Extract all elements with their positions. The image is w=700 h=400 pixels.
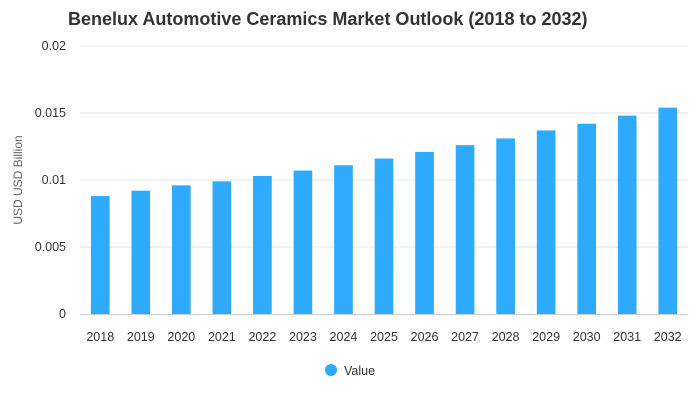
x-tick-label: 2024 (330, 330, 358, 344)
bar-2030[interactable] (577, 123, 596, 314)
x-tick-label: 2029 (532, 330, 560, 344)
legend[interactable]: Value (325, 364, 375, 378)
x-tick-label: 2023 (289, 330, 317, 344)
chart-title: Benelux Automotive Ceramics Market Outlo… (68, 9, 588, 29)
y-axis-title: USD USD Billion (11, 135, 25, 224)
x-tick-label: 2025 (370, 330, 398, 344)
bar-2019[interactable] (131, 190, 151, 314)
bar-2023[interactable] (293, 170, 313, 314)
x-tick-label: 2021 (208, 330, 236, 344)
x-tick-label: 2022 (248, 330, 276, 344)
x-tick-label: 2028 (492, 330, 520, 344)
bar-2018[interactable] (90, 196, 110, 314)
legend-label-value: Value (344, 364, 375, 378)
bar-2024[interactable] (334, 165, 353, 314)
x-tick-label: 2031 (613, 330, 641, 344)
bar-2029[interactable] (536, 130, 556, 314)
x-tick-label: 2032 (654, 330, 682, 344)
bars (90, 107, 678, 315)
bar-2032[interactable] (658, 107, 678, 314)
bar-2022[interactable] (253, 175, 272, 314)
bar-2031[interactable] (617, 115, 637, 315)
y-axis-ticks: 0 0.005 0.01 0.015 0.02 (35, 39, 66, 321)
y-tick-label: 0 (59, 307, 66, 321)
bar-2020[interactable] (172, 185, 191, 314)
y-tick-label: 0.01 (42, 173, 66, 187)
y-tick-label: 0.005 (35, 240, 66, 254)
bar-2027[interactable] (455, 145, 475, 314)
y-tick-label: 0.02 (42, 39, 66, 53)
x-tick-label: 2019 (127, 330, 155, 344)
x-tick-label: 2030 (573, 330, 601, 344)
x-tick-label: 2027 (451, 330, 479, 344)
bar-2025[interactable] (374, 158, 394, 314)
x-axis-ticks: 2018 2019 2020 2021 2022 2023 2024 2025 2026 2027… (86, 330, 681, 344)
x-tick-label: 2020 (167, 330, 195, 344)
bar-2021[interactable] (212, 181, 232, 314)
x-tick-label: 2026 (411, 330, 439, 344)
y-tick-label: 0.015 (35, 106, 66, 120)
bar-2026[interactable] (415, 151, 434, 314)
bar-2028[interactable] (496, 138, 515, 314)
legend-marker-value (325, 364, 337, 376)
x-tick-label: 2018 (86, 330, 114, 344)
